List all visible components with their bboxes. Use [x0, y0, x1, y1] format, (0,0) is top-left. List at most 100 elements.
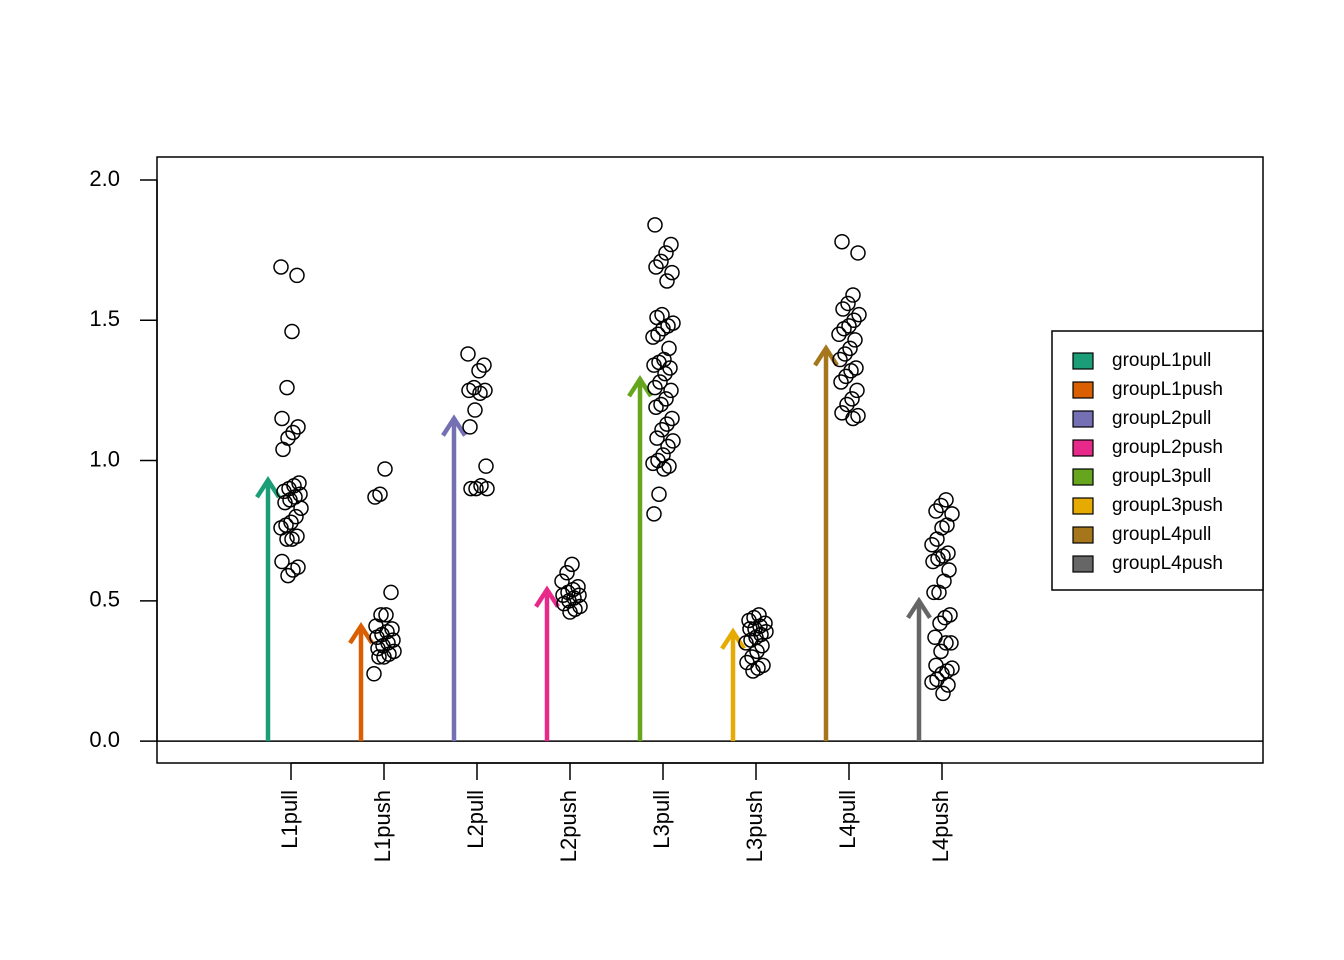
- data-point: [293, 500, 309, 517]
- data-point: [847, 332, 863, 348]
- data-point: [279, 531, 295, 547]
- data-point: [476, 357, 492, 373]
- mean-arrow: [441, 414, 467, 742]
- data-point: [663, 382, 679, 399]
- legend-label: groupL1push: [1112, 379, 1223, 400]
- mean-arrow: [348, 621, 374, 742]
- data-point: [851, 306, 867, 323]
- data-point: [932, 615, 948, 632]
- legend-swatch: [1072, 555, 1094, 573]
- y-tick-label: 0.5: [89, 587, 120, 612]
- x-tick-label: L4push: [928, 790, 953, 862]
- data-point: [383, 584, 399, 601]
- data-point: [274, 553, 290, 570]
- y-tick-label: 0.0: [89, 727, 120, 752]
- data-point: [924, 536, 940, 553]
- data-point: [929, 531, 945, 547]
- data-point: [665, 433, 681, 449]
- data-point: [647, 217, 663, 233]
- arrow-head: [534, 585, 560, 608]
- arrow-head: [720, 627, 746, 650]
- data-point: [376, 649, 392, 665]
- arrow-head: [906, 596, 932, 620]
- y-tick-label: 1.5: [89, 306, 120, 331]
- data-point: [562, 604, 578, 620]
- x-tick-label: L4pull: [835, 790, 860, 849]
- data-point: [837, 346, 853, 362]
- legend-box: [1051, 330, 1264, 591]
- legend-label: groupL3push: [1112, 495, 1223, 516]
- data-point: [657, 365, 673, 382]
- data-point: [838, 368, 854, 385]
- data-point: [747, 621, 763, 637]
- arrow-head: [441, 414, 467, 437]
- legend-label: groupL3pull: [1112, 466, 1211, 487]
- data-point: [564, 556, 580, 573]
- data-point: [289, 267, 305, 284]
- data-point: [931, 584, 947, 601]
- data-point: [648, 259, 664, 275]
- data-point: [749, 643, 765, 660]
- data-point: [280, 567, 296, 584]
- data-point: [652, 374, 668, 390]
- mean-arrow: [813, 344, 839, 742]
- data-point: [839, 396, 855, 413]
- legend-swatch: [1072, 410, 1094, 428]
- data-point: [285, 562, 301, 578]
- data-point: [926, 584, 942, 601]
- data-point: [649, 430, 665, 446]
- data-point: [834, 405, 850, 421]
- data-point: [943, 635, 959, 651]
- data-point: [646, 506, 662, 522]
- data-point: [367, 489, 383, 505]
- data-point: [844, 391, 860, 407]
- data-point: [840, 295, 856, 312]
- data-point: [754, 637, 770, 654]
- data-point: [933, 497, 949, 514]
- arrow-head: [348, 621, 374, 645]
- x-tick-label: L2push: [556, 790, 581, 862]
- data-point: [285, 424, 301, 441]
- data-point: [377, 461, 393, 477]
- data-point: [366, 666, 382, 682]
- legend-label: groupL4pull: [1112, 524, 1211, 545]
- data-point: [940, 677, 956, 693]
- data-point: [658, 391, 674, 407]
- data-point: [371, 649, 387, 665]
- data-point: [924, 674, 940, 690]
- legend-swatch: [1072, 526, 1094, 544]
- x-tick-label: L1push: [370, 790, 395, 862]
- data-point: [659, 273, 675, 289]
- y-tick-label: 2.0: [89, 166, 120, 191]
- data-point: [850, 245, 866, 261]
- legend-swatch: [1072, 381, 1094, 399]
- mean-arrow: [534, 585, 560, 742]
- data-point: [290, 419, 306, 435]
- data-point: [845, 410, 861, 427]
- data-point: [658, 245, 674, 261]
- arrow-head: [627, 375, 653, 398]
- x-tick-label: L1pull: [277, 790, 302, 849]
- data-point: [478, 458, 494, 474]
- data-point: [842, 340, 858, 357]
- legend-label: groupL1pull: [1112, 350, 1211, 371]
- legend-label: groupL2push: [1112, 437, 1223, 458]
- data-point: [479, 480, 495, 497]
- data-point: [288, 508, 304, 525]
- data-point: [655, 320, 671, 337]
- legend-swatch: [1072, 352, 1094, 370]
- data-point: [654, 421, 670, 438]
- data-point: [834, 233, 850, 250]
- data-point: [273, 259, 289, 275]
- data-point: [846, 312, 862, 329]
- data-point: [646, 357, 662, 373]
- data-point: [284, 323, 300, 340]
- data-point: [927, 629, 943, 646]
- arrow-head: [255, 476, 281, 499]
- data-point: [647, 379, 663, 396]
- data-point: [849, 382, 865, 399]
- data-point: [651, 486, 667, 502]
- data-point: [656, 461, 672, 477]
- data-point: [843, 363, 859, 379]
- data-point: [279, 379, 295, 396]
